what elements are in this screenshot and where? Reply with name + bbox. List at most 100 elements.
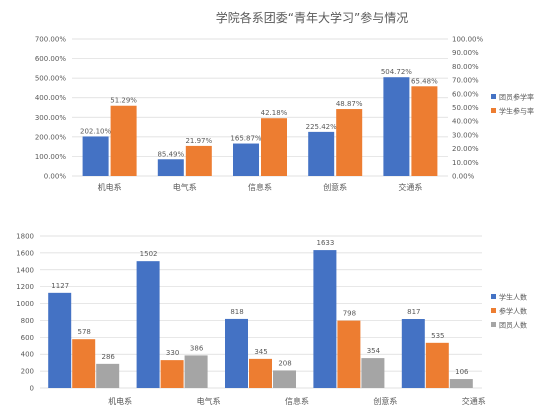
chart-2-data-label: 106 — [455, 368, 469, 376]
chart-2-data-label: 345 — [254, 348, 267, 356]
chart-2-bar-members — [361, 358, 385, 388]
chart-2-data-label: 330 — [166, 349, 179, 357]
chart-2-tick-label: 600 — [21, 334, 34, 342]
chart-1-legend-label: 团员参学率 — [499, 93, 534, 102]
chart-1-right-tick-label: 80.00% — [452, 63, 479, 71]
chart-2-legend-swatch — [491, 294, 496, 299]
chart-1-left-tick-label: 100.00% — [35, 153, 66, 161]
chart-1-legend-swatch — [491, 94, 496, 99]
chart-2-legend-swatch — [491, 322, 496, 327]
chart-2-bar-participants — [425, 342, 449, 388]
chart-1-right-tick-label: 20.00% — [452, 145, 479, 153]
chart-2-tick-label: 0 — [30, 385, 34, 393]
chart-1-left-tick-label: 500.00% — [35, 75, 66, 83]
chart-2-category-label: 电气系 — [197, 396, 221, 406]
chart-2-tick-label: 1200 — [16, 283, 34, 291]
chart-2-bar-students — [313, 250, 337, 388]
chart-2-bar-members — [184, 355, 208, 388]
chart-1-data-label: 165.87% — [230, 135, 261, 143]
chart-2-legend-label: 学生人数 — [499, 293, 527, 302]
chart-2-category-label: 机电系 — [108, 396, 132, 406]
chart-1-data-label: 65.48% — [411, 77, 438, 85]
chart-2-bar-participants — [337, 320, 361, 388]
chart-2-tick-label: 1600 — [16, 249, 34, 257]
chart-2-category-label: 信息系 — [285, 396, 309, 406]
chart-1-bar-student-rate — [261, 118, 287, 176]
chart-2-data-label: 1502 — [140, 250, 158, 258]
chart-1-data-label: 51.29% — [110, 97, 137, 105]
chart-1-left-tick-label: 300.00% — [35, 114, 66, 122]
chart-1-legend-label: 学生参与率 — [499, 107, 534, 116]
chart-1-bar-member-rate — [308, 131, 335, 176]
chart-2-bar-participants — [72, 339, 96, 388]
chart-1-category-label: 信息系 — [248, 182, 272, 192]
chart-1-data-label: 85.49% — [157, 150, 184, 158]
chart-1-data-label: 225.42% — [306, 123, 337, 131]
chart-1-data-label: 21.97% — [185, 137, 212, 145]
chart-1-data-label: 48.87% — [336, 100, 363, 108]
chart-1-data-label: 42.18% — [261, 109, 288, 117]
chart-2-bar-students — [136, 261, 160, 388]
chart-2-bar-members — [273, 370, 296, 388]
chart-2-data-label: 1127 — [51, 282, 69, 290]
chart-1-right-tick-label: 90.00% — [452, 49, 479, 57]
chart-2-data-label: 818 — [230, 308, 243, 316]
chart-1-left-tick-label: 700.00% — [35, 36, 66, 44]
chart-2-data-label: 578 — [78, 328, 91, 336]
chart-2-data-label: 1633 — [316, 239, 334, 247]
chart-1-bar-student-rate — [336, 109, 363, 176]
chart-2-bar-members — [96, 363, 120, 388]
chart-1-data-label: 202.10% — [80, 127, 111, 135]
chart-1-category-label: 创意系 — [323, 182, 347, 192]
chart-2-data-label: 817 — [407, 308, 420, 316]
chart-2-data-label: 208 — [278, 359, 291, 367]
chart-2-legend-swatch — [491, 308, 496, 313]
chart-1-right-tick-label: 30.00% — [452, 131, 479, 139]
chart-2-bar-students — [48, 292, 72, 388]
chart-2-legend-label: 团员人数 — [499, 321, 527, 330]
chart-1-bar-student-rate — [411, 86, 438, 176]
chart-1-bar-member-rate — [383, 77, 410, 176]
chart-1-category-label: 电气系 — [173, 182, 197, 192]
chart-2-bar-members — [449, 379, 473, 388]
chart-1-bar-member-rate — [82, 136, 109, 176]
chart-1-category-label: 机电系 — [98, 182, 122, 192]
chart-2-bar-participants — [160, 360, 184, 388]
chart-2-tick-label: 800 — [21, 317, 34, 325]
chart-1-left-tick-label: 200.00% — [35, 133, 66, 141]
chart-1-bar-student-rate — [185, 145, 212, 176]
chart-1-bar-member-rate — [157, 159, 184, 176]
chart-1-right-tick-label: 70.00% — [452, 77, 479, 85]
chart-2-data-label: 535 — [431, 332, 444, 340]
chart-2-tick-label: 1800 — [16, 233, 34, 241]
chart-2-tick-label: 200 — [21, 368, 34, 376]
chart-2-category-label: 交通系 — [462, 396, 486, 406]
chart-2-legend-label: 参学人数 — [499, 307, 527, 316]
chart-1-right-tick-label: 100.00% — [452, 36, 483, 44]
chart-1-bar-member-rate — [233, 143, 259, 176]
chart-2-category-label: 创意系 — [373, 396, 397, 406]
chart-1-right-tick-label: 60.00% — [452, 90, 479, 98]
chart-1-title: 学院各系团委“青年大学习”参与情况 — [216, 10, 408, 25]
chart-1-right-tick-label: 0.00% — [452, 173, 475, 181]
chart-1-right-tick-label: 40.00% — [452, 118, 479, 126]
chart-1: 学院各系团委“青年大学习”参与情况 0.00% 100.00% 200.00% 300.… — [35, 10, 534, 192]
chart-2-data-label: 354 — [367, 347, 381, 355]
chart-1-legend-swatch — [491, 108, 496, 113]
chart-1-right-tick-label: 10.00% — [452, 159, 479, 167]
chart-2-bar-students — [401, 319, 425, 388]
chart-1-left-tick-label: 0.00% — [44, 173, 67, 181]
chart-2-tick-label: 1000 — [16, 300, 34, 308]
chart-1-right-tick-label: 50.00% — [452, 104, 479, 112]
chart-2-tick-label: 1400 — [16, 266, 34, 274]
chart-2-data-label: 386 — [190, 344, 204, 352]
chart-2-data-label: 798 — [343, 310, 356, 318]
chart-2-tick-label: 400 — [21, 351, 34, 359]
chart-1-left-tick-label: 400.00% — [35, 94, 66, 102]
chart-2-bar-participants — [249, 358, 272, 388]
chart-2-data-label: 286 — [102, 353, 116, 361]
chart-1-category-label: 交通系 — [398, 182, 422, 192]
chart-1-left-tick-label: 600.00% — [35, 55, 66, 63]
